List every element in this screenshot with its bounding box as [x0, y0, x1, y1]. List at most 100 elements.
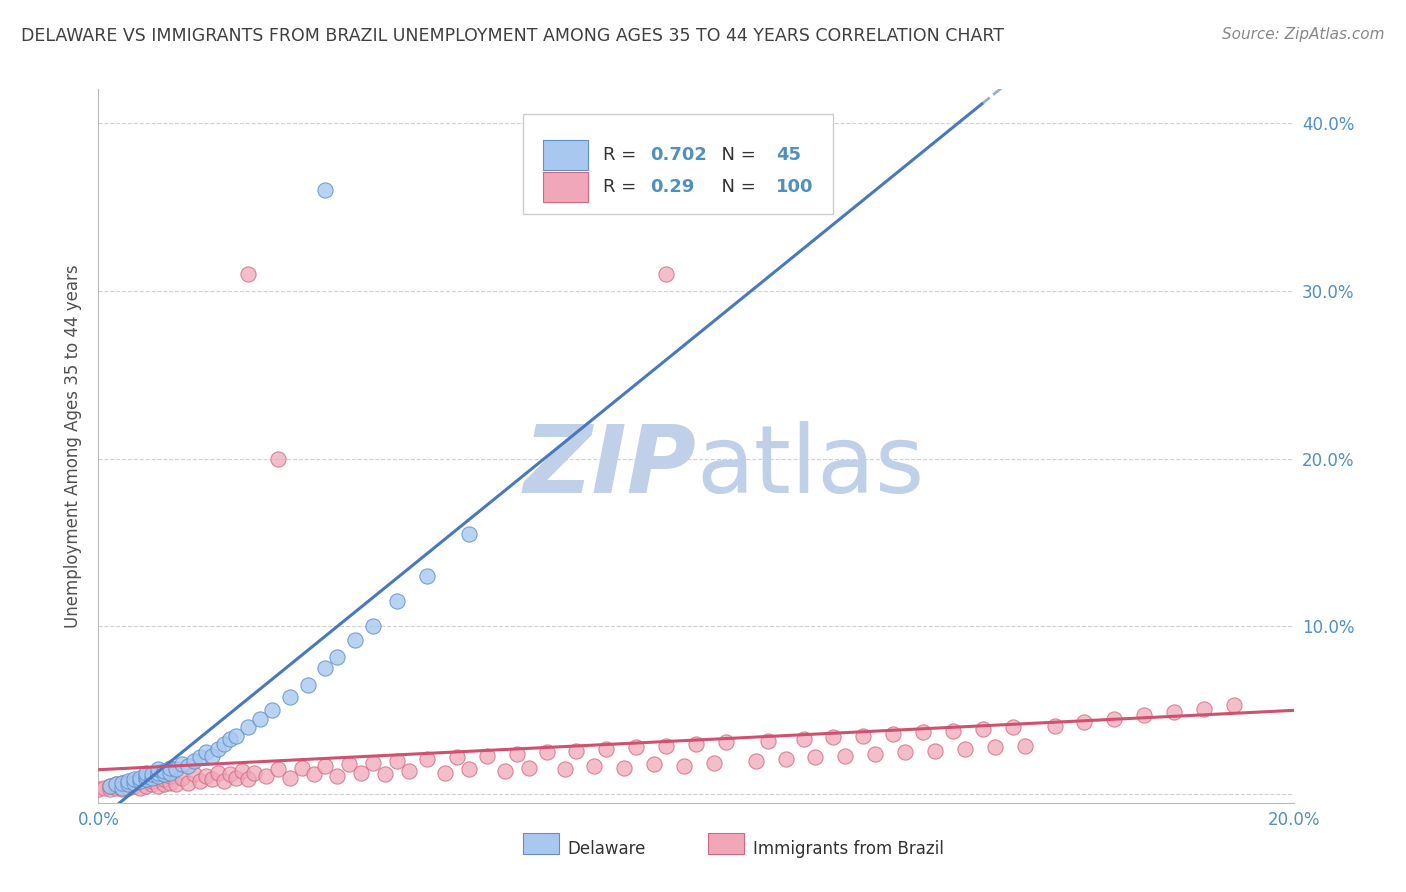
Point	[416, 752, 439, 766]
Point	[141, 771, 163, 785]
Point	[165, 777, 187, 791]
Point	[195, 769, 218, 783]
Point	[434, 765, 457, 780]
Point	[703, 756, 725, 770]
Point	[260, 703, 283, 717]
Point	[183, 754, 205, 768]
Point	[159, 765, 181, 780]
Point	[374, 767, 396, 781]
Point	[188, 750, 211, 764]
Point	[1192, 702, 1215, 716]
Point	[882, 727, 904, 741]
Point	[219, 767, 242, 781]
Point	[153, 772, 176, 787]
Point	[212, 737, 235, 751]
Point	[536, 746, 558, 760]
Point	[177, 759, 200, 773]
Point	[148, 779, 170, 793]
Point	[655, 267, 678, 281]
Point	[177, 775, 200, 789]
Point	[243, 765, 266, 780]
Point	[267, 762, 290, 776]
Point	[912, 725, 935, 739]
Point	[201, 748, 224, 763]
Point	[254, 769, 277, 783]
Point	[249, 712, 271, 726]
Text: N =: N =	[710, 146, 762, 164]
Point	[129, 774, 152, 789]
Point	[685, 737, 707, 751]
Point	[554, 762, 576, 776]
Point	[942, 723, 965, 738]
Point	[363, 756, 385, 770]
Point	[655, 739, 678, 753]
Point	[111, 782, 134, 797]
Text: R =: R =	[603, 146, 641, 164]
Point	[117, 780, 139, 795]
Point	[756, 733, 779, 747]
Point	[494, 764, 516, 778]
Point	[595, 742, 617, 756]
Point	[129, 771, 152, 785]
Point	[148, 771, 170, 785]
Point	[315, 661, 337, 675]
Point	[188, 774, 211, 789]
Point	[924, 744, 946, 758]
Point	[135, 772, 157, 787]
Point	[117, 777, 139, 791]
Point	[117, 774, 139, 789]
Point	[111, 775, 134, 789]
Point	[326, 649, 349, 664]
FancyBboxPatch shape	[523, 114, 834, 214]
Point	[117, 777, 139, 791]
Point	[236, 720, 259, 734]
Point	[302, 767, 325, 781]
Point	[583, 759, 606, 773]
Point	[339, 757, 361, 772]
Point	[141, 767, 163, 781]
Y-axis label: Unemployment Among Ages 35 to 44 years: Unemployment Among Ages 35 to 44 years	[63, 264, 82, 628]
Point	[225, 771, 247, 785]
Point	[172, 771, 194, 785]
Point	[984, 740, 1007, 755]
Point	[124, 775, 146, 789]
FancyBboxPatch shape	[523, 833, 558, 855]
Point	[93, 780, 115, 795]
Point	[475, 748, 498, 763]
Point	[98, 779, 122, 793]
Point	[565, 744, 588, 758]
Point	[129, 780, 152, 795]
Point	[643, 757, 665, 772]
Text: ZIP: ZIP	[523, 421, 696, 514]
Point	[1163, 705, 1185, 719]
FancyBboxPatch shape	[709, 833, 744, 855]
Point	[894, 746, 917, 760]
Text: Delaware: Delaware	[567, 840, 645, 858]
Text: 0.29: 0.29	[651, 178, 695, 196]
Point	[111, 775, 134, 789]
Point	[1073, 715, 1095, 730]
Point	[1001, 720, 1024, 734]
Point	[195, 746, 218, 760]
Point	[852, 729, 875, 743]
Point	[350, 765, 373, 780]
Point	[111, 780, 134, 795]
Point	[506, 747, 529, 761]
Point	[458, 762, 481, 776]
Point	[793, 731, 815, 746]
Point	[1104, 712, 1126, 726]
Point	[278, 771, 301, 785]
Point	[775, 752, 797, 766]
Point	[172, 757, 194, 772]
Text: atlas: atlas	[696, 421, 924, 514]
Point	[458, 527, 481, 541]
Point	[834, 748, 856, 763]
Point	[105, 780, 128, 795]
Point	[326, 769, 349, 783]
Point	[135, 765, 157, 780]
Point	[673, 759, 696, 773]
Point	[153, 767, 176, 781]
Point	[87, 782, 110, 797]
Point	[315, 183, 337, 197]
Point	[153, 777, 176, 791]
